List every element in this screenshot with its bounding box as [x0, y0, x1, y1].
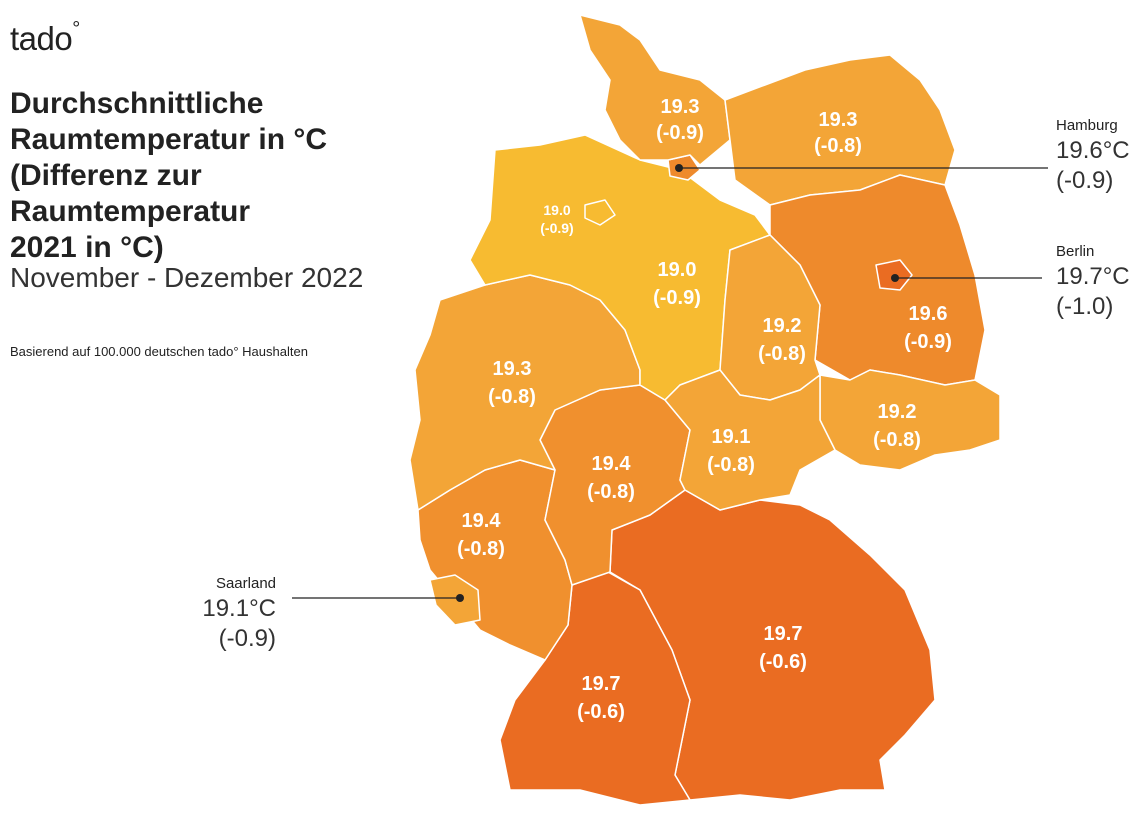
- label-hb-temp: 19.0: [543, 202, 570, 218]
- label-mv-temp: 19.3: [819, 109, 858, 131]
- label-by-temp: 19.7: [764, 623, 803, 645]
- label-hb-diff: (-0.9): [540, 220, 573, 236]
- map-title: Durchschnittliche Raumtemperatur in °C (…: [10, 86, 430, 266]
- hamburg-name: Hamburg: [1056, 117, 1118, 134]
- label-he-diff: (-0.8): [587, 481, 635, 503]
- label-bb-diff: (-0.9): [904, 331, 952, 353]
- label-ni-diff: (-0.9): [653, 287, 701, 309]
- berlin-name: Berlin: [1056, 243, 1095, 260]
- title-line: Raumtemperatur in °C: [10, 123, 328, 156]
- region-bremen: [584, 199, 616, 226]
- title-line: Raumtemperatur: [10, 195, 251, 228]
- berlin-diff: (-1.0): [1056, 293, 1114, 320]
- label-sh-diff: (-0.9): [656, 122, 704, 144]
- data-basis-note: Basierend auf 100.000 deutschen tado° Ha…: [10, 344, 308, 359]
- label-nw-temp: 19.3: [493, 358, 532, 380]
- hamburg-dot: [675, 164, 683, 172]
- label-th-temp: 19.1: [712, 426, 751, 448]
- region-baden-wuerttemberg: [499, 571, 691, 806]
- label-nw-diff: (-0.8): [488, 386, 536, 408]
- label-th-diff: (-0.8): [707, 454, 755, 476]
- label-ni-temp: 19.0: [658, 259, 697, 281]
- period-subtitle: November - Dezember 2022: [10, 262, 364, 293]
- region-labels: 19.3 (-0.9) 19.3 (-0.8) 19.0 (-0.9) 19.0…: [457, 96, 952, 723]
- title-line: 2021 in °C): [10, 231, 164, 264]
- saarland-diff: (-0.9): [218, 625, 276, 652]
- saarland-name: Saarland: [215, 575, 276, 592]
- region-thueringen: [664, 369, 836, 511]
- label-bb-temp: 19.6: [909, 303, 948, 325]
- label-sn-diff: (-0.8): [873, 429, 921, 451]
- berlin-dot: [891, 274, 899, 282]
- callout-hamburg: Hamburg 19.6°C (-0.9): [1056, 116, 1130, 196]
- title-line: (Differenz zur: [10, 159, 202, 192]
- title-line: Durchschnittliche: [10, 87, 264, 120]
- region-saarland: [429, 574, 481, 626]
- tado-logo: tado°: [10, 18, 80, 57]
- label-mv-diff: (-0.8): [814, 135, 862, 157]
- label-bw-temp: 19.7: [582, 673, 621, 695]
- hamburg-diff: (-0.9): [1056, 167, 1114, 194]
- saarland-temp: 19.1°C: [202, 595, 276, 622]
- label-bw-diff: (-0.6): [577, 701, 625, 723]
- region-sachsen: [819, 369, 1001, 471]
- saarland-dot: [456, 594, 464, 602]
- region-schleswig-holstein: [579, 14, 731, 166]
- label-st-diff: (-0.8): [758, 343, 806, 365]
- label-sh-temp: 19.3: [661, 96, 700, 118]
- label-rp-diff: (-0.8): [457, 538, 505, 560]
- label-sn-temp: 19.2: [878, 401, 917, 423]
- label-rp-temp: 19.4: [462, 510, 502, 532]
- label-st-temp: 19.2: [763, 315, 802, 337]
- label-by-diff: (-0.6): [759, 651, 807, 673]
- callout-berlin: Berlin 19.7°C (-1.0): [1056, 242, 1130, 322]
- berlin-temp: 19.7°C: [1056, 263, 1130, 290]
- label-he-temp: 19.4: [592, 453, 632, 475]
- hamburg-temp: 19.6°C: [1056, 137, 1130, 164]
- callout-saarland: Saarland 19.1°C (-0.9): [160, 574, 276, 654]
